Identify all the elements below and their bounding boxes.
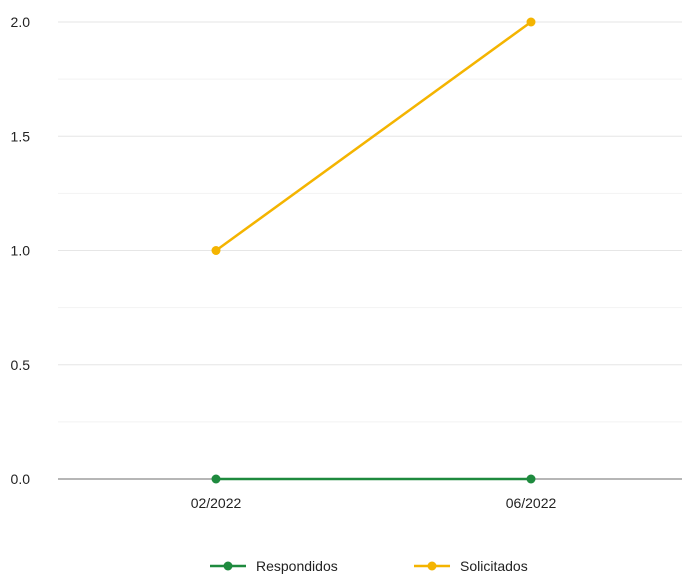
y-tick-label: 1.5 [11,128,31,144]
legend: Respondidos Solicitados [210,558,528,574]
y-tick-label: 2.0 [11,14,31,30]
legend-swatch-marker [427,561,437,571]
data-point-respondidos[interactable] [211,474,221,484]
data-point-solicitados[interactable] [211,246,221,255]
y-axis-tick-labels: 0.0 0.5 1.0 1.5 2.0 [11,14,31,487]
series-points [211,17,536,484]
data-point-solicitados[interactable] [526,17,536,27]
series-lines [215,20,532,481]
x-tick-label: 06/2022 [506,495,557,511]
legend-item-solicitados[interactable]: Solicitados [414,558,528,574]
legend-label: Solicitados [460,558,528,574]
x-tick-label: 02/2022 [191,495,242,511]
x-axis-tick-labels: 02/2022 06/2022 [191,495,557,511]
legend-swatch-marker [223,561,233,571]
legend-label: Respondidos [256,558,338,574]
gridlines [58,21,682,423]
series-line-solicitados [215,20,532,252]
y-tick-label: 0.0 [11,471,31,487]
legend-item-respondidos[interactable]: Respondidos [210,558,338,574]
y-tick-label: 1.0 [11,243,31,259]
data-point-respondidos[interactable] [526,474,536,484]
y-tick-label: 0.5 [11,357,31,373]
